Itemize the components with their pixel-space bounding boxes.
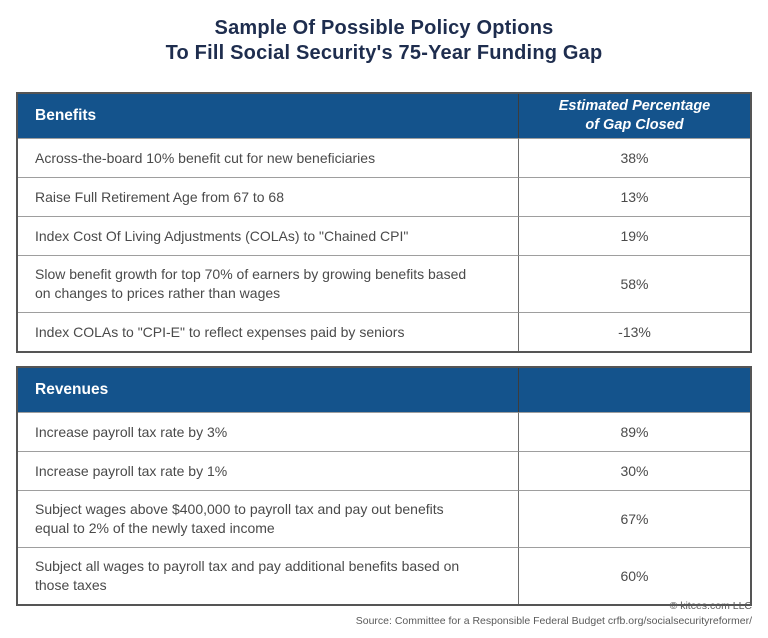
policy-option-label: Slow benefit growth for top 70% of earne… xyxy=(18,255,518,312)
table-row: Raise Full Retirement Age from 67 to 68 … xyxy=(18,177,750,216)
gap-closed-value: 38% xyxy=(518,138,750,177)
gap-closed-value: 19% xyxy=(518,216,750,255)
column-header-gap-closed: Estimated Percentage of Gap Closed xyxy=(518,94,750,138)
policy-option-label: Subject all wages to payroll tax and pay… xyxy=(18,547,518,604)
gap-closed-value: 30% xyxy=(518,451,750,490)
table-row: Index COLAs to "CPI-E" to reflect expens… xyxy=(18,312,750,351)
table-row: Increase payroll tax rate by 3% 89% xyxy=(18,412,750,451)
title-line-2: To Fill Social Security's 75-Year Fundin… xyxy=(165,42,603,64)
revenues-empty-header-cell xyxy=(518,368,750,412)
revenues-table: Revenues Increase payroll tax rate by 3%… xyxy=(16,366,752,606)
section-header-benefits: Benefits xyxy=(18,94,518,138)
policy-option-label: Raise Full Retirement Age from 67 to 68 xyxy=(18,177,518,216)
section-header-revenues: Revenues xyxy=(18,368,518,412)
gap-closed-value: 67% xyxy=(518,490,750,547)
policy-option-label: Increase payroll tax rate by 3% xyxy=(18,412,518,451)
table-row: Across-the-board 10% benefit cut for new… xyxy=(18,138,750,177)
footer-source: Source: Committee for a Responsible Fede… xyxy=(355,615,752,627)
table-row: Subject wages above $400,000 to payroll … xyxy=(18,490,750,547)
policy-option-label: Subject wages above $400,000 to payroll … xyxy=(18,490,518,547)
revenues-header-row: Revenues xyxy=(18,368,750,412)
gap-closed-value: 89% xyxy=(518,412,750,451)
table-row: Increase payroll tax rate by 1% 30% xyxy=(18,451,750,490)
benefits-header-row: Benefits Estimated Percentage of Gap Clos… xyxy=(18,94,750,138)
table-row: Index Cost Of Living Adjustments (COLAs)… xyxy=(18,216,750,255)
gap-closed-value: 13% xyxy=(518,177,750,216)
gap-closed-value: 58% xyxy=(518,255,750,312)
policy-option-label: Index COLAs to "CPI-E" to reflect expens… xyxy=(18,312,518,351)
gap-closed-value: 60% xyxy=(518,547,750,604)
table-row: Slow benefit growth for top 70% of earne… xyxy=(18,255,750,312)
table-row: Subject all wages to payroll tax and pay… xyxy=(18,547,750,604)
policy-option-label: Index Cost Of Living Adjustments (COLAs)… xyxy=(18,216,518,255)
footer: © kitces.com LLC Source: Committee for a… xyxy=(356,599,752,629)
title-line-1: Sample Of Possible Policy Options xyxy=(214,17,554,39)
gap-closed-header-line-2: of Gap Closed xyxy=(585,117,684,133)
footer-copyright: © kitces.com LLC xyxy=(669,600,752,612)
gap-closed-header-line-1: Estimated Percentage xyxy=(558,98,711,114)
policy-option-label: Across-the-board 10% benefit cut for new… xyxy=(18,138,518,177)
policy-option-label: Increase payroll tax rate by 1% xyxy=(18,451,518,490)
benefits-table: Benefits Estimated Percentage of Gap Clos… xyxy=(16,92,752,353)
gap-closed-value: -13% xyxy=(518,312,750,351)
page-title: Sample Of Possible Policy Options To Fill… xyxy=(0,0,768,66)
